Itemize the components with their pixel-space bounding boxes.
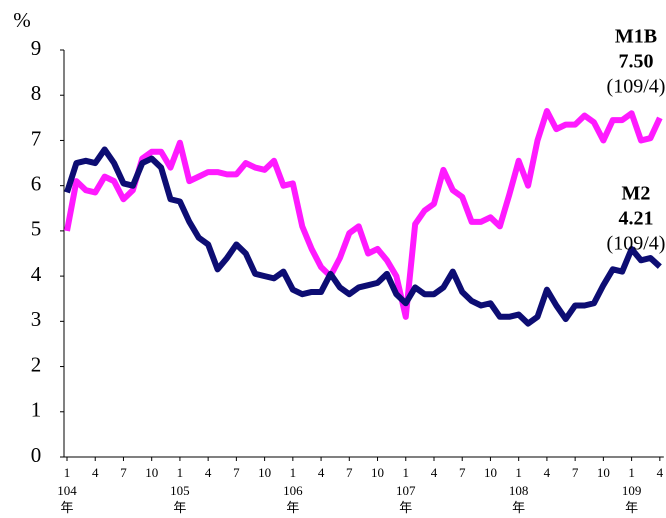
y-axis-unit: % <box>13 8 31 32</box>
x-tick-label: 1 <box>177 465 184 480</box>
annotation-name: M1B <box>615 26 657 48</box>
x-tick-label: 10 <box>484 465 497 480</box>
x-tick-label: 10 <box>145 465 158 480</box>
y-tick-label: 1 <box>31 398 42 422</box>
x-tick-label: 4 <box>544 465 551 480</box>
series-line <box>64 108 663 320</box>
x-tick-label: 4 <box>431 465 438 480</box>
year-unit: 年 <box>399 500 412 515</box>
x-tick-label: 7 <box>459 465 466 480</box>
x-tick-label: 10 <box>371 465 384 480</box>
annotation-period: (109/4) <box>607 76 666 98</box>
y-tick-label: 2 <box>31 352 42 376</box>
x-tick-label: 4 <box>205 465 212 480</box>
annotation-value: 4.21 <box>619 208 654 230</box>
year-label: 109 <box>622 483 642 498</box>
y-tick-label: 8 <box>31 81 42 105</box>
year-label: 107 <box>396 483 416 498</box>
year-unit: 年 <box>173 500 186 515</box>
year-label: 106 <box>283 483 303 498</box>
x-tick-label: 1 <box>515 465 522 480</box>
y-tick-label: 9 <box>31 36 42 60</box>
y-tick-label: 6 <box>31 171 42 195</box>
year-unit: 年 <box>625 500 638 515</box>
x-tick-label: 1 <box>403 465 410 480</box>
year-label: 108 <box>509 483 529 498</box>
year-unit: 年 <box>512 500 525 515</box>
x-tick-label: 4 <box>92 465 99 480</box>
x-tick-label: 4 <box>657 465 664 480</box>
annotation-name: M2 <box>622 183 651 205</box>
x-tick-label: 7 <box>346 465 353 480</box>
y-tick-label: 5 <box>31 217 42 241</box>
x-tick-label: 7 <box>120 465 127 480</box>
year-unit: 年 <box>60 500 73 515</box>
x-tick-label: 1 <box>64 465 71 480</box>
series-line <box>64 146 662 327</box>
annotation-value: 7.50 <box>619 51 654 73</box>
y-tick-label: 3 <box>31 307 42 331</box>
y-tick-label: 0 <box>31 443 42 467</box>
x-tick-label: 7 <box>233 465 240 480</box>
annotation-period: (109/4) <box>607 233 666 255</box>
x-tick-label: 10 <box>597 465 610 480</box>
x-tick-label: 10 <box>258 465 271 480</box>
x-tick-label: 1 <box>290 465 297 480</box>
year-unit: 年 <box>286 500 299 515</box>
y-tick-label: 7 <box>31 126 42 150</box>
x-tick-label: 4 <box>318 465 325 480</box>
x-tick-label: 7 <box>572 465 579 480</box>
y-tick-label: 4 <box>31 262 42 286</box>
x-tick-label: 1 <box>628 465 635 480</box>
year-label: 104 <box>57 483 77 498</box>
year-label: 105 <box>170 483 190 498</box>
